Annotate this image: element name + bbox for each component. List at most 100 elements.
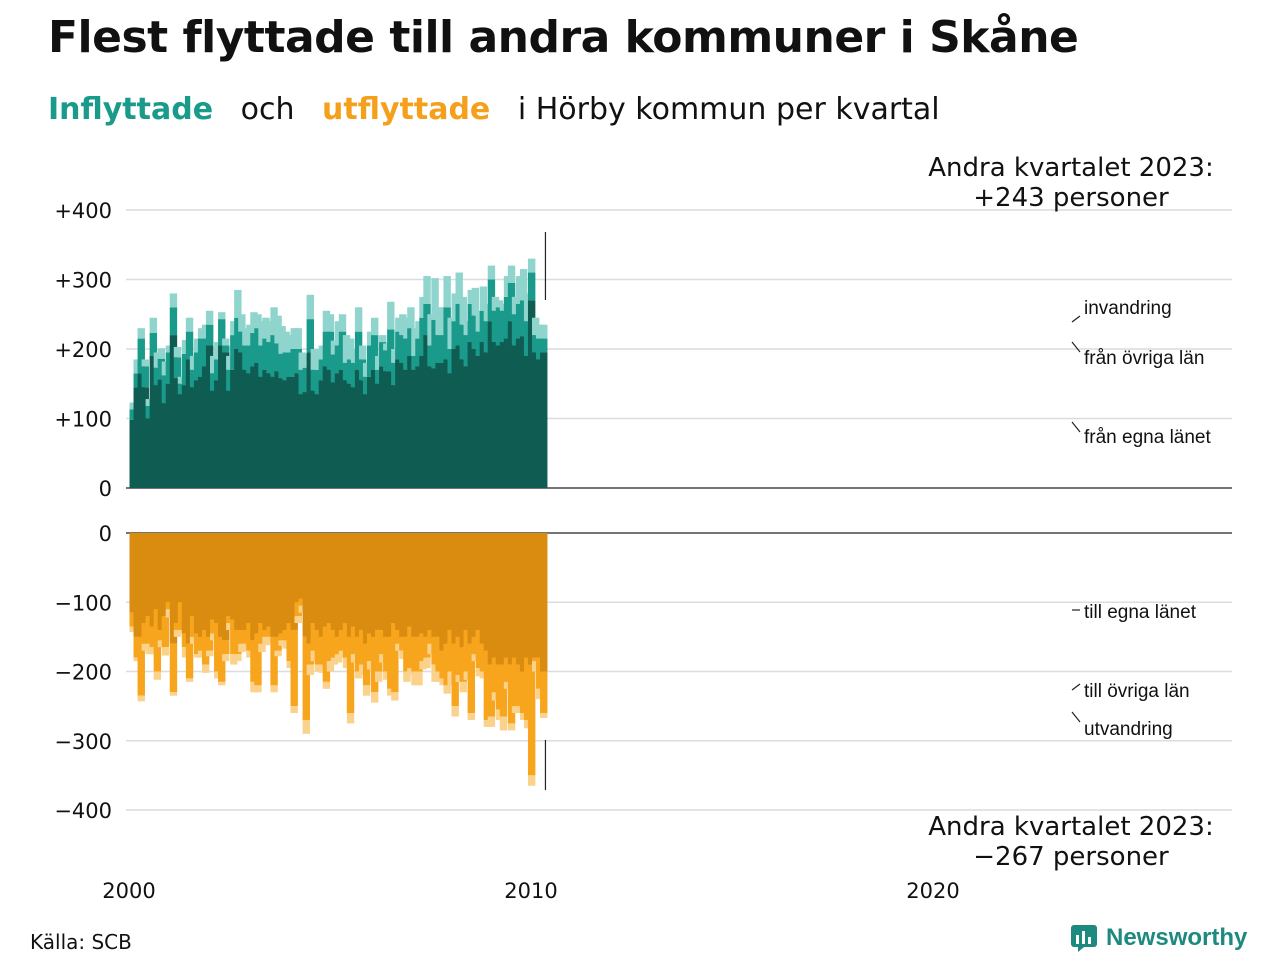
bar-in — [415, 321, 423, 339]
bar-out — [499, 533, 508, 665]
bar-out — [238, 643, 246, 653]
y-tick-label-in: +300 — [54, 269, 112, 293]
bar-in — [350, 387, 359, 488]
bar-in — [242, 328, 250, 346]
bar-out — [435, 671, 443, 682]
bar-in — [169, 293, 178, 308]
bar-out — [214, 533, 222, 624]
bar-out — [403, 533, 411, 637]
bar-out — [532, 657, 540, 662]
bar-in — [302, 392, 310, 488]
bar-out — [536, 688, 544, 700]
bar-in — [181, 339, 190, 354]
bar-in — [439, 362, 447, 488]
bar-out — [266, 626, 274, 637]
bar-in — [254, 314, 262, 329]
bar-in — [427, 314, 435, 346]
bar-out — [270, 636, 278, 686]
bar-in — [165, 383, 174, 488]
bar-out — [387, 688, 395, 696]
bar-in — [145, 405, 153, 419]
bar-in — [447, 349, 455, 374]
bar-in — [133, 387, 141, 488]
bar-out — [133, 636, 141, 658]
bar-in — [371, 335, 379, 370]
bar-out — [463, 629, 471, 672]
bar-in — [362, 394, 371, 488]
bar-out — [427, 643, 435, 655]
bar-in — [431, 319, 439, 369]
bar-out — [455, 636, 463, 675]
bar-out — [326, 623, 335, 662]
bar-in — [419, 296, 427, 318]
bar-out — [366, 661, 375, 670]
bar-out — [455, 674, 463, 682]
bar-in — [519, 336, 528, 488]
bar-out — [423, 533, 431, 637]
bar-out — [495, 709, 504, 720]
bar-out — [157, 533, 166, 630]
bar-out — [181, 633, 190, 648]
bar-in — [366, 376, 375, 488]
bar-out — [439, 533, 447, 651]
bar-in — [511, 296, 520, 315]
bar-in — [503, 338, 512, 488]
bar-in — [334, 373, 343, 488]
bar-in — [165, 352, 174, 384]
bar-out — [499, 664, 508, 717]
label-fran-egna-lanet-tick — [1071, 421, 1081, 433]
bar-in — [197, 328, 206, 339]
bar-out — [350, 533, 359, 627]
bar-out — [447, 671, 455, 686]
migration-chart: 0 +100 +200 +300 +400 0 −100 −200 −300 −400 Andra … — [54, 153, 1232, 903]
bar-in — [218, 319, 226, 346]
source-note: Källa: SCB — [30, 930, 132, 954]
bar-out — [298, 598, 306, 606]
bar-in — [230, 369, 238, 488]
bar-in — [507, 321, 516, 488]
bar-in — [246, 345, 254, 374]
bar-in — [270, 376, 278, 488]
bar-in — [181, 353, 190, 386]
bar-in — [205, 345, 214, 488]
bar-in — [157, 348, 166, 359]
bar-out — [499, 716, 508, 731]
bar-in — [318, 380, 327, 488]
bar-in — [157, 358, 166, 380]
bar-out — [403, 636, 411, 672]
bar-out — [218, 533, 226, 637]
bar-out — [310, 623, 319, 651]
bar-out — [519, 533, 528, 672]
bar-in — [447, 373, 455, 488]
bar-in — [495, 307, 504, 346]
bar-in — [290, 349, 298, 377]
bar-out — [318, 533, 327, 637]
bar-out — [532, 533, 540, 658]
label-fran-egna-lanet: från egna länet — [1084, 427, 1211, 448]
bar-out — [379, 629, 387, 655]
bar-out — [161, 533, 170, 617]
bar-in — [274, 343, 282, 372]
bar-out — [354, 636, 363, 672]
bar-out — [254, 533, 262, 634]
bar-in — [153, 352, 162, 368]
bar-out — [419, 633, 427, 662]
bar-in — [519, 300, 528, 337]
bar-out — [523, 657, 532, 720]
bar-out — [173, 533, 182, 624]
bar-out — [419, 661, 427, 670]
bar-out — [270, 533, 278, 637]
bar-in — [383, 371, 391, 488]
bar-in — [491, 310, 500, 343]
bar-out — [415, 636, 423, 672]
bar-in — [234, 317, 242, 349]
label-till-ovriga-lan: till övriga län — [1084, 681, 1190, 702]
bar-in — [222, 345, 230, 353]
bar-in — [532, 335, 540, 353]
bar-in — [274, 315, 282, 344]
bar-in — [499, 310, 508, 343]
bar-out — [294, 533, 302, 603]
bar-out — [459, 647, 467, 682]
bar-in — [193, 338, 202, 353]
bar-out — [399, 650, 407, 660]
